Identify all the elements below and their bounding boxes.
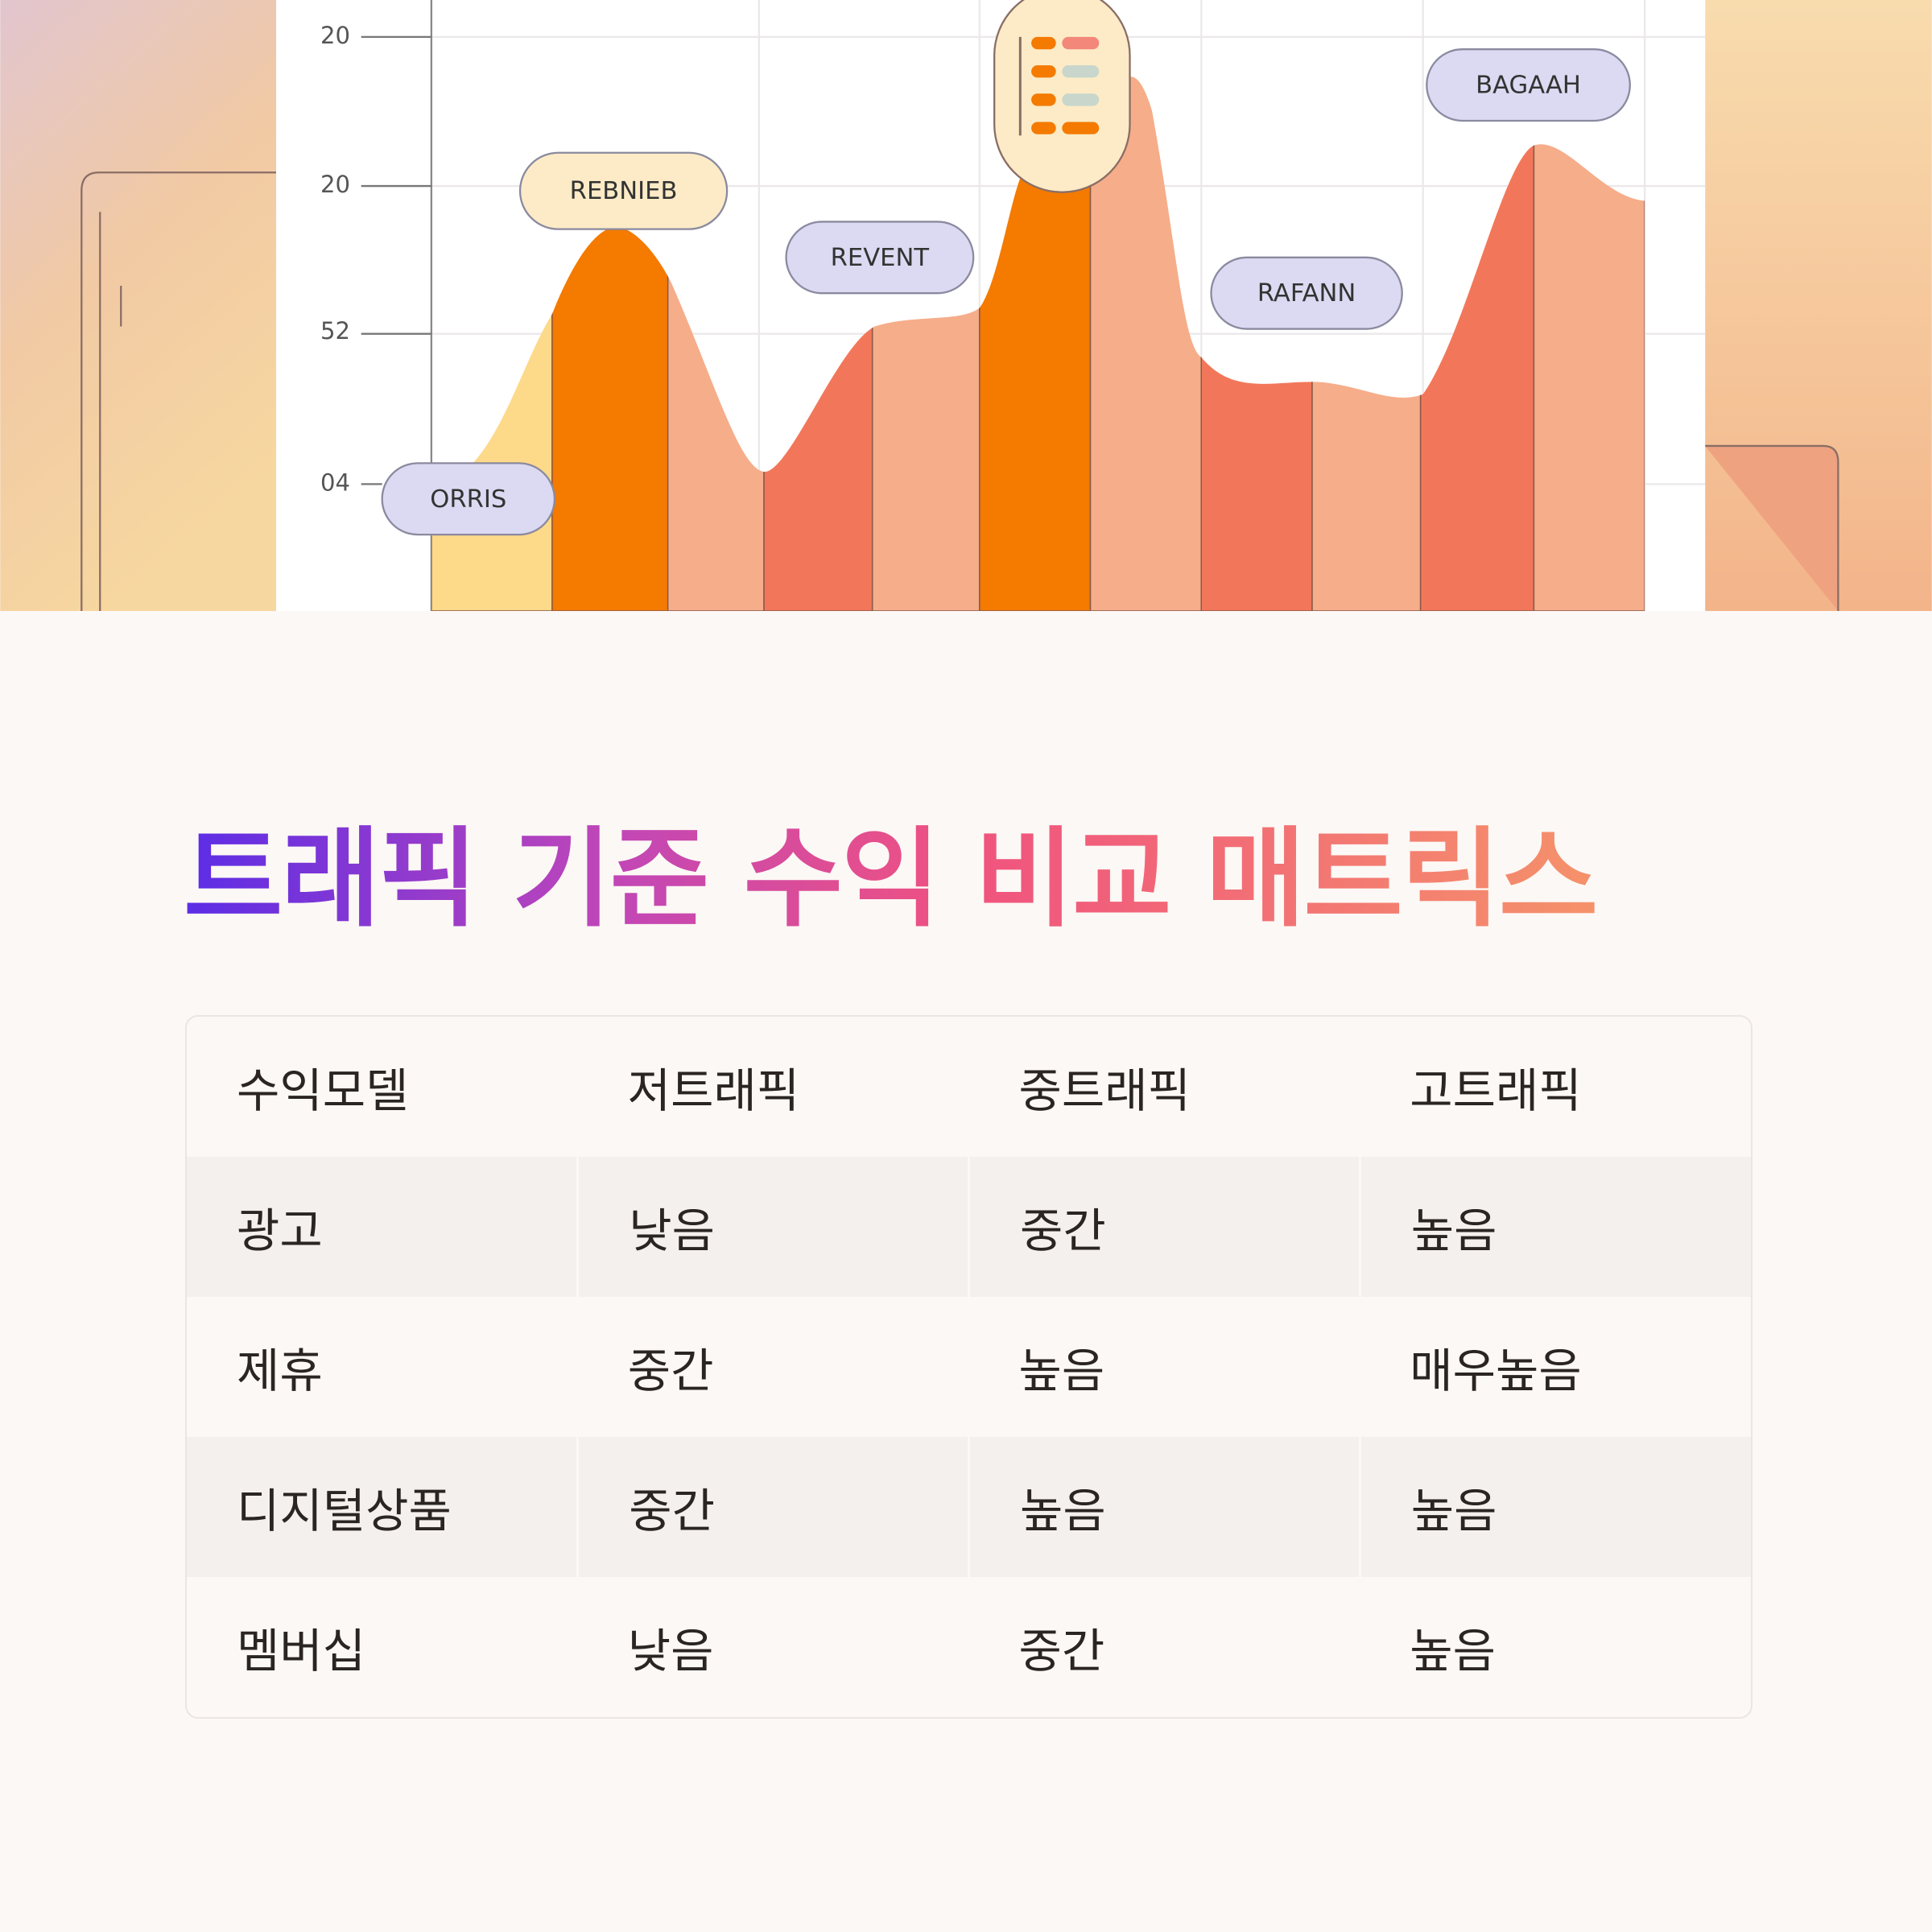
table-cell: 중간 [576, 1437, 969, 1577]
table-cell: 낮음 [627, 1624, 714, 1678]
table-cell: 중간 [968, 1157, 1360, 1297]
table-cell: 높음 [1018, 1344, 1105, 1398]
table-row: 광고 낮음 중간 높음 [187, 1157, 1751, 1297]
table-cell: 높음 [968, 1437, 1360, 1577]
table-cell: 높음 [1358, 1437, 1751, 1577]
tag-pill [785, 221, 975, 295]
tag-pill [1426, 48, 1631, 122]
axis-label: 20 [320, 22, 350, 49]
axis-label: 20 [320, 171, 350, 198]
header-cell: 저트래픽 [627, 1063, 800, 1118]
table-cell: 높음 [1358, 1157, 1751, 1297]
title: 트래픽 기준 수익 비교 매트릭스 [184, 816, 1598, 942]
table-cell: 멤버십 [237, 1624, 366, 1678]
table-header: 수익모델 저트래픽 중트래픽 고트래픽 [187, 1017, 1751, 1157]
table-cell: 매우높음 [1410, 1344, 1582, 1398]
tag-label: BAGAAH [1476, 72, 1581, 100]
tag-label: REBNIEB [570, 177, 678, 205]
table-row: 멤버십 낮음 중간 높음 [187, 1577, 1751, 1717]
tag-label: REVENT [831, 244, 930, 272]
axis-label: 52 [320, 317, 350, 345]
table-cell: 디지털상품 [187, 1437, 578, 1577]
background-left [0, 0, 277, 611]
table-cell: 제휴 [237, 1344, 323, 1398]
header-cell: 중트래픽 [1018, 1063, 1191, 1118]
header-cell: 수익모델 [237, 1063, 409, 1118]
table-row: 디지털상품 중간 높음 높음 [187, 1437, 1751, 1577]
tag-label: RAFANN [1257, 279, 1356, 308]
table-cell: 낮음 [576, 1157, 969, 1297]
legend-badge [993, 0, 1131, 193]
axis-label: 04 [320, 469, 350, 496]
frame [80, 171, 277, 611]
frame [1705, 444, 1839, 611]
tag-pill [1210, 256, 1403, 330]
table-row: 제휴 중간 높음 매우높음 [187, 1297, 1751, 1437]
header-cell: 고트래픽 [1410, 1063, 1582, 1118]
table: 수익모델 저트래픽 중트래픽 고트래픽 광고 낮음 중간 높음 제휴 중간 높음 매우높음 디지털상품 중… [185, 1015, 1752, 1719]
tag-pill [381, 462, 556, 536]
table-cell: 중간 [1018, 1624, 1105, 1678]
table-cell: 광고 [187, 1157, 578, 1297]
tag-pill [518, 151, 729, 230]
illustration: 20 20 52 04 ORRIS REBNIEB REVENT RAFANN BAGAAH [0, 0, 1932, 611]
table-cell: 중간 [627, 1344, 714, 1398]
tag-label: ORRIS [430, 485, 506, 514]
axis-ticks [361, 35, 431, 485]
table-cell: 높음 [1410, 1624, 1496, 1678]
